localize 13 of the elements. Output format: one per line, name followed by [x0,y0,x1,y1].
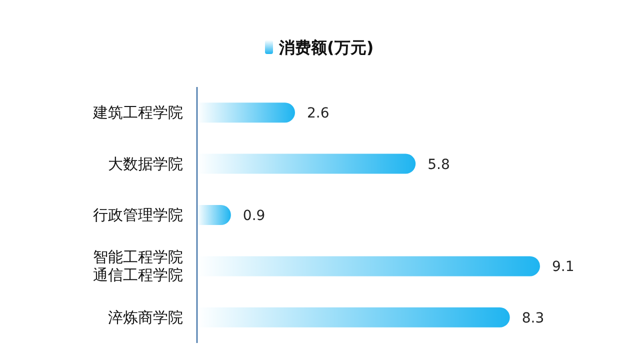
data-label: 2.6 [307,106,330,122]
y-tick-label: 智能工程学院通信工程学院 [93,248,183,284]
bar [197,205,231,225]
data-label: 5.8 [428,156,450,173]
data-label: 0.9 [242,208,266,224]
y-tick-label: 建筑工程学院 [92,104,183,122]
y-tick-label: 行政管理学院 [93,206,183,224]
legend-label: 消费额(万元) [278,38,374,57]
bar [197,102,295,123]
data-label: 9.1 [552,259,574,276]
y-tick-label: 大数据学院 [108,154,183,173]
y-tick-label: 淬炼商学院 [108,308,183,326]
data-label: 8.3 [522,310,544,326]
